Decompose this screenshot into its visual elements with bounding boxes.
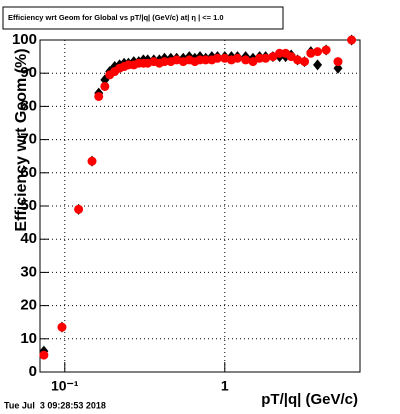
data-point	[293, 55, 303, 65]
y-tick-label: 80	[20, 97, 37, 114]
chart-title: Efficiency wrt Geom for Global vs pT/|q|…	[8, 13, 224, 22]
data-point	[313, 59, 323, 71]
data-point	[39, 350, 49, 360]
y-tick-label: 50	[20, 197, 37, 214]
x-tick-label: 10⁻¹	[51, 378, 79, 394]
data-point	[74, 204, 84, 214]
data-point	[94, 91, 104, 101]
data-point	[268, 52, 278, 62]
data-point	[300, 57, 310, 67]
title-box	[2, 6, 284, 30]
y-tick-label: 40	[20, 230, 37, 247]
data-point	[160, 57, 170, 67]
data-point	[261, 53, 271, 63]
y-tick-label: 100	[12, 31, 37, 48]
data-point	[306, 48, 316, 58]
y-tick-label: 30	[20, 263, 37, 280]
plot-frame	[39, 39, 361, 373]
y-tick-label: 0	[29, 363, 37, 380]
data-point	[248, 57, 258, 67]
data-point	[212, 53, 222, 63]
y-tick-label: 10	[20, 330, 37, 347]
y-tick-label: 20	[20, 297, 37, 314]
data-point	[87, 156, 97, 166]
data-point	[232, 53, 242, 63]
data-point	[321, 45, 331, 55]
data-point	[241, 55, 251, 65]
y-axis-label: Efficiency wrt Geom (%)	[13, 48, 30, 231]
data-point	[57, 322, 67, 332]
y-tick-label: 90	[20, 64, 37, 81]
y-tick-label: 60	[20, 164, 37, 181]
data-point	[347, 35, 357, 45]
x-axis-label: pT/|q| (GeV/c)	[261, 391, 358, 408]
data-point	[100, 81, 110, 91]
data-point	[313, 47, 323, 57]
timestamp: Tue Jul 3 09:28:53 2018	[4, 400, 106, 410]
x-tick-label: 1	[221, 378, 229, 394]
y-tick-label: 70	[20, 131, 37, 148]
data-point	[333, 57, 343, 67]
